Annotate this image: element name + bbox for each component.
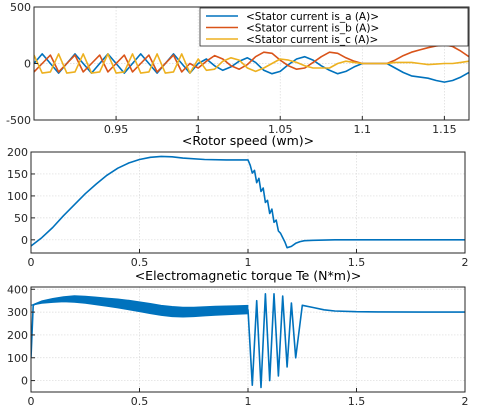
x-tick-label: 1 <box>245 395 252 407</box>
chart-panel-2: 0 0.5 1 1.5 2 0 50 100 150 200 <Rotor speed (wm)> <box>7 133 469 269</box>
y-tick-label: 0 <box>21 234 28 247</box>
plot-area <box>34 44 469 83</box>
x-tick-label: 1.5 <box>348 395 366 407</box>
y-tick-label: 0 <box>21 375 28 388</box>
y-tick-label: 50 <box>14 212 28 225</box>
x-tick-label: 1 <box>195 123 202 136</box>
legend-label: <Stator current is_a (A)> <box>246 11 379 23</box>
x-tick-label: 0.5 <box>131 256 149 269</box>
y-tick-label: 200 <box>7 329 28 342</box>
x-tick-label: 2 <box>462 395 469 407</box>
legend-label: <Stator current is_b (A)> <box>246 23 379 35</box>
chart-panel-3: 0 0.5 1 1.5 2 0 100 200 300 400 <Electromagnetic t… <box>7 268 469 407</box>
x-tick-label: 0 <box>28 395 35 407</box>
y-tick-label: 100 <box>7 352 28 365</box>
legend-label: <Stator current is_c (A)> <box>246 34 378 46</box>
series-line-1 <box>34 53 469 83</box>
y-tick-label: 0 <box>24 58 31 71</box>
plot-area <box>31 293 465 389</box>
x-tick-label: 0 <box>28 256 35 269</box>
series-line-3 <box>34 53 469 74</box>
y-tick-label: 300 <box>7 306 28 319</box>
series-line-1 <box>31 155 465 249</box>
x-tick-label: 1.15 <box>432 123 457 136</box>
y-tick-label: 400 <box>7 283 28 296</box>
y-tick-label: -500 <box>6 114 31 127</box>
x-tick-label: 0.5 <box>131 395 149 407</box>
x-tick-label: 0.95 <box>104 123 129 136</box>
x-tick-label: 2 <box>462 256 469 269</box>
legend: <Stator current is_a (A)><Stator current… <box>199 7 469 47</box>
y-tick-label: 200 <box>7 146 28 159</box>
y-tick-label: 500 <box>10 1 31 14</box>
legend-box <box>199 7 469 47</box>
series-line-2 <box>34 44 469 73</box>
x-tick-label: 1 <box>245 256 252 269</box>
plot-area <box>31 155 465 249</box>
y-tick-label: 100 <box>7 190 28 203</box>
x-tick-label: 1.1 <box>354 123 372 136</box>
y-tick-label: 150 <box>7 168 28 181</box>
chart-title: <Electromagnetic torque Te (N*m)> <box>135 268 362 283</box>
x-tick-label: 1.05 <box>268 123 293 136</box>
chart-panel-1: 0.95 1 1.05 1.1 1.15 -500 0 500 <Stator current … <box>6 1 470 136</box>
x-tick-label: 1.5 <box>348 256 366 269</box>
series-line-1 <box>31 293 465 389</box>
chart-title: <Rotor speed (wm)> <box>182 133 314 148</box>
